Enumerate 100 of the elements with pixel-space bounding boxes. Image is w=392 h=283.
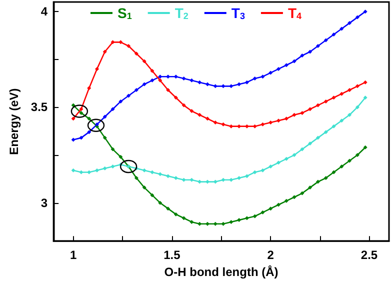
point: [340, 92, 344, 96]
point: [213, 222, 218, 226]
point: [300, 191, 304, 196]
point: [268, 120, 273, 125]
point: [142, 168, 146, 172]
point: [205, 116, 210, 121]
x-tick-label: 1.5: [164, 248, 181, 262]
point: [87, 86, 92, 90]
point: [284, 156, 288, 161]
point: [221, 122, 226, 126]
point: [332, 32, 336, 37]
point: [308, 50, 312, 54]
point: [110, 40, 115, 44]
point: [134, 176, 138, 180]
point: [150, 193, 154, 198]
point: [348, 21, 352, 26]
point: [142, 59, 146, 64]
legend-label: T4: [288, 5, 302, 21]
point: [363, 96, 368, 100]
point: [355, 153, 360, 158]
point: [284, 116, 288, 121]
point: [363, 10, 368, 14]
point: [221, 222, 226, 226]
x-tick-label: 1: [70, 248, 77, 262]
point: [158, 78, 162, 82]
point: [150, 68, 154, 73]
legend-label: T2: [174, 5, 188, 21]
point: [244, 216, 249, 220]
point: [110, 147, 115, 152]
point: [229, 84, 234, 88]
point: [150, 170, 154, 174]
point: [87, 116, 92, 121]
point: [237, 218, 242, 222]
point: [166, 74, 170, 79]
point: [102, 136, 107, 140]
point: [252, 214, 257, 218]
point: [71, 138, 76, 142]
legend-label: S1: [117, 5, 132, 21]
point: [316, 103, 320, 108]
point: [316, 180, 320, 184]
point: [252, 170, 257, 174]
point: [166, 206, 170, 211]
point: [268, 70, 273, 75]
point: [252, 124, 257, 128]
point: [324, 99, 328, 104]
point: [190, 178, 194, 182]
y-tick-label: 3.5: [30, 100, 48, 114]
point: [244, 174, 249, 178]
y-tick-label: 4: [40, 4, 48, 19]
point: [363, 80, 368, 84]
point: [213, 120, 218, 125]
point: [268, 164, 273, 168]
point: [142, 186, 146, 190]
point: [102, 50, 107, 54]
point: [190, 220, 194, 224]
point: [213, 180, 218, 184]
point: [198, 222, 202, 226]
point: [174, 74, 178, 79]
point: [355, 105, 360, 110]
x-tick-label: 2: [267, 248, 274, 262]
point: [260, 122, 265, 126]
point: [150, 78, 154, 82]
point: [316, 136, 320, 140]
point: [87, 170, 92, 174]
point: [252, 76, 257, 81]
point: [308, 186, 312, 190]
point: [174, 96, 178, 100]
point: [134, 88, 138, 92]
point: [260, 210, 265, 214]
point: [332, 170, 336, 174]
point: [355, 84, 360, 88]
point: [237, 82, 242, 86]
point: [292, 195, 296, 200]
point: [221, 84, 226, 88]
point: [363, 145, 368, 150]
point: [134, 52, 138, 56]
point: [276, 66, 281, 71]
point: [308, 142, 312, 146]
point: [213, 84, 218, 88]
point: [324, 130, 328, 134]
point: [190, 109, 194, 114]
point: [166, 174, 170, 178]
point: [237, 176, 242, 180]
point: [166, 88, 170, 92]
point: [316, 44, 320, 48]
point: [324, 38, 328, 42]
point: [244, 80, 249, 84]
point: [324, 176, 328, 180]
point: [118, 154, 123, 159]
point: [158, 172, 162, 176]
point: [158, 74, 162, 79]
point: [276, 160, 281, 165]
point: [268, 206, 273, 211]
legend-label: T3: [231, 5, 245, 21]
point: [110, 107, 115, 112]
y-axis-title: Energy (eV): [7, 88, 21, 155]
point: [332, 96, 336, 100]
point: [126, 44, 131, 48]
point: [229, 220, 234, 224]
x-axis-title: O-H bond length (Å): [164, 265, 278, 279]
